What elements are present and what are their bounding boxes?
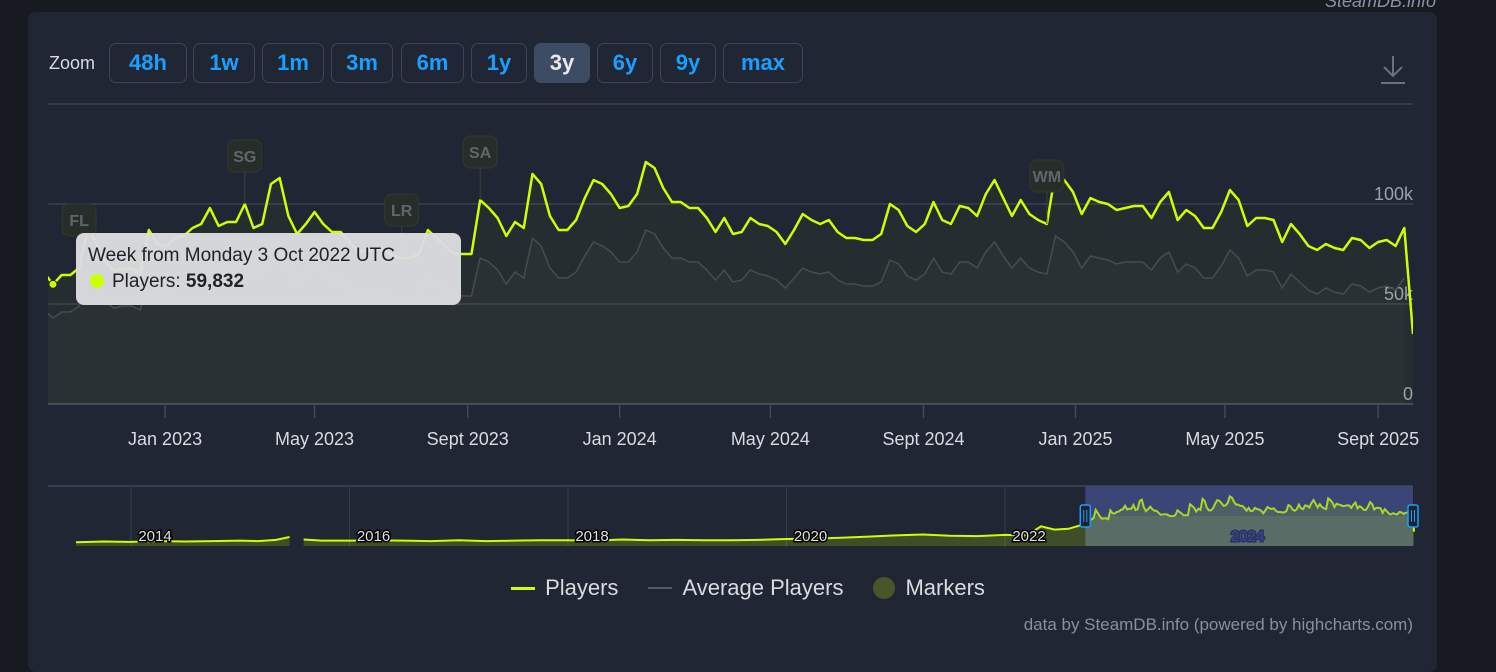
y-tick-label: 0 (1403, 384, 1413, 404)
marker-label: WM (1033, 169, 1061, 186)
zoom-button-3m[interactable]: 3m (331, 43, 393, 83)
zoom-button-1w[interactable]: 1w (193, 43, 255, 83)
navigator-year-label: 2020 (794, 528, 827, 545)
x-tick-label: May 2023 (275, 429, 354, 449)
zoom-button-max[interactable]: max (723, 43, 803, 83)
tooltip-row: Players: 59,832 (88, 269, 449, 295)
average-line-icon (648, 587, 673, 589)
navigator-mask (1085, 486, 1413, 546)
players-line-icon (511, 586, 536, 590)
marker-label: LR (391, 203, 413, 220)
credits-link[interactable]: data by SteamDB.info (powered by highcha… (1023, 615, 1413, 634)
y-tick-label: 50k (1384, 284, 1414, 304)
x-tick-label: Sept 2025 (1337, 429, 1419, 449)
marker-badge (462, 135, 498, 169)
legend-item-players[interactable]: Players (511, 575, 618, 601)
marker-label: FL (69, 213, 89, 230)
players-dot-icon (90, 274, 104, 288)
y-tick-label: 100k (1374, 184, 1414, 204)
navigator-year-label: 2022 (1012, 528, 1045, 545)
handle-grip (1407, 504, 1419, 528)
navigator-right-handle[interactable] (1407, 504, 1419, 528)
player-count-chart: 0 50k 100k Jan 2023 May 2023 Sept 2023 Jan 202… (48, 103, 1419, 547)
legend-label: Players (545, 575, 619, 600)
markers-circle-icon (873, 577, 896, 599)
x-tick-label: Sept 2023 (427, 429, 509, 449)
x-tick-label: Sept 2024 (883, 429, 965, 449)
x-tick-label: May 2024 (731, 429, 810, 449)
navigator-year-label: 2016 (357, 528, 390, 545)
x-tick-label: Jan 2023 (128, 429, 202, 449)
tooltip-point (48, 279, 58, 289)
x-tick-label: May 2025 (1185, 429, 1264, 449)
marker-badge (227, 139, 263, 173)
tooltip-title: Week from Monday 3 Oct 2022 UTC (88, 245, 395, 266)
download-icon[interactable] (1378, 54, 1408, 86)
handle-grip (1079, 504, 1092, 528)
legend-label: Markers (905, 575, 985, 600)
zoom-button-1y[interactable]: 1y (471, 43, 527, 83)
marker-label: SG (233, 149, 256, 166)
chart-tooltip: Week from Monday 3 Oct 2022 UTC Players:… (76, 233, 461, 305)
navigator-year-label: 2024 (1231, 528, 1264, 545)
players-line (48, 160, 1413, 335)
navigator-selection (1085, 516, 1413, 546)
zoom-button-6y[interactable]: 6y (597, 43, 653, 83)
chart-panel (28, 12, 1437, 672)
marker-badge (384, 193, 420, 227)
x-tick-label: Jan 2024 (583, 429, 657, 449)
marker-label: SA (469, 145, 492, 162)
chart-legend: Players Average Players Markers (0, 575, 1496, 601)
x-tick-label: Jan 2025 (1038, 429, 1112, 449)
zoom-button-6m[interactable]: 6m (401, 43, 464, 83)
marker-badge (1029, 159, 1065, 193)
navigator-left-handle[interactable] (1079, 504, 1092, 528)
zoom-label: Zoom (49, 53, 96, 73)
steamdb-brand-text: SteamDB.info (1324, 0, 1436, 11)
tooltip-series-label: Players: (112, 271, 181, 292)
legend-label: Average Players (682, 575, 844, 600)
legend-item-markers[interactable]: Markers (873, 575, 985, 601)
navigator-line (75, 536, 290, 544)
zoom-button-1m[interactable]: 1m (262, 43, 324, 83)
navigator-year-label: 2014 (138, 528, 171, 545)
zoom-button-48h[interactable]: 48h (109, 43, 187, 83)
zoom-button-3y[interactable]: 3y (534, 43, 590, 83)
navigator-year-label: 2018 (575, 528, 608, 545)
tooltip-value: 59,832 (185, 271, 245, 292)
legend-item-average-players[interactable]: Average Players (648, 575, 843, 601)
navigator-area (303, 496, 1415, 546)
zoom-button-9y[interactable]: 9y (660, 43, 716, 83)
